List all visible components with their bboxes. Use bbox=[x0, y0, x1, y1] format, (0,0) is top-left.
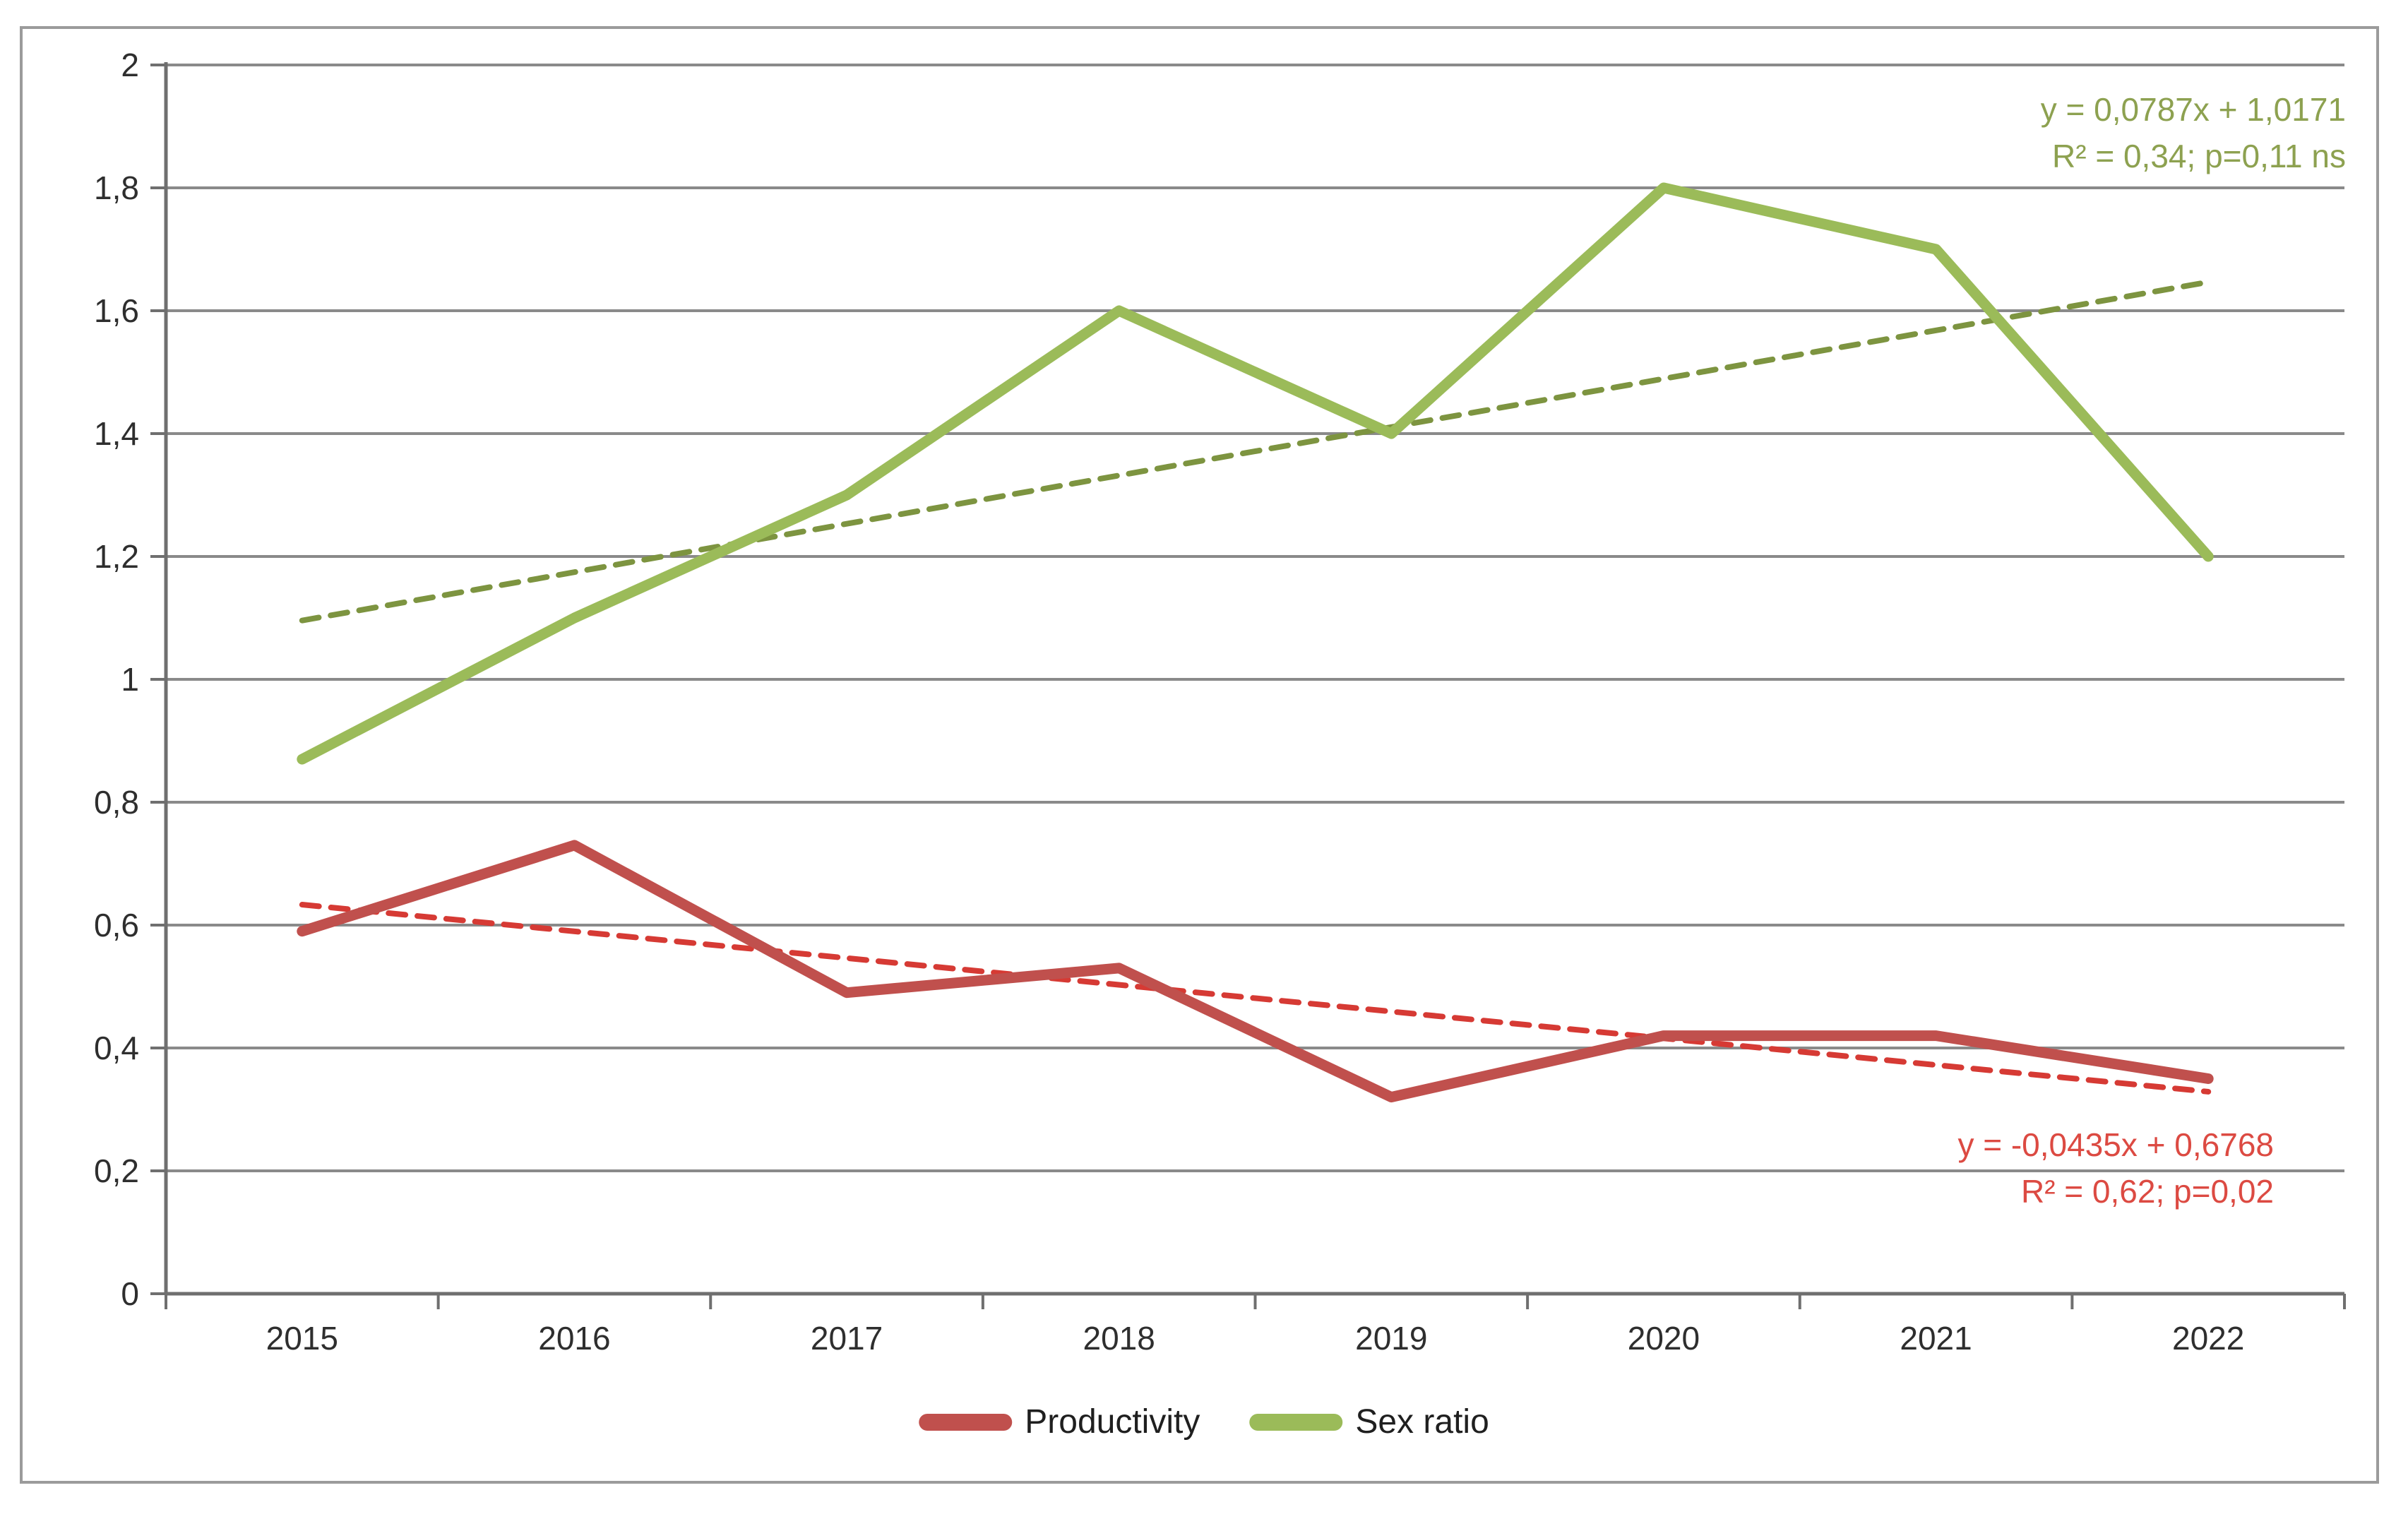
x-tick-label: 2020 bbox=[1627, 1320, 1700, 1357]
productivity-trend-annotation: y = -0,0435x + 0,6768 R² = 0,62; p=0,02 bbox=[1957, 1121, 2274, 1215]
legend-label-productivity: Productivity bbox=[1025, 1403, 1200, 1441]
sex-ratio-line-swatch bbox=[1249, 1414, 1343, 1431]
productivity-line-swatch bbox=[919, 1414, 1013, 1431]
y-tick-label: 1,2 bbox=[94, 538, 139, 575]
legend-label-sex-ratio: Sex ratio bbox=[1355, 1403, 1489, 1441]
y-tick-label: 1,8 bbox=[94, 169, 139, 206]
x-tick-label: 2017 bbox=[810, 1320, 883, 1357]
y-tick-label: 1,6 bbox=[94, 292, 139, 329]
y-tick-label: 0,6 bbox=[94, 907, 139, 943]
x-tick-label: 2016 bbox=[538, 1320, 611, 1357]
legend-item-productivity[interactable]: Productivity bbox=[919, 1404, 1200, 1441]
productivity-series-line bbox=[297, 840, 2214, 1103]
y-tick-label: 0,2 bbox=[94, 1152, 139, 1189]
productivity-trend-equation: y = -0,0435x + 0,6768 bbox=[1957, 1126, 2274, 1163]
x-tick-label: 2021 bbox=[1900, 1320, 1972, 1357]
productivity-trend-r2: R² = 0,62; p=0,02 bbox=[2020, 1173, 2274, 1210]
y-tick-label: 1 bbox=[121, 661, 139, 698]
figure-border bbox=[20, 26, 2379, 1484]
sex-ratio-series-line bbox=[297, 182, 2214, 765]
legend: Productivity Sex ratio bbox=[919, 1404, 1489, 1441]
y-tick-label: 0 bbox=[121, 1275, 139, 1312]
x-tick-label: 2022 bbox=[2172, 1320, 2245, 1357]
sex-ratio-trendline bbox=[299, 279, 2212, 624]
legend-item-sex-ratio[interactable]: Sex ratio bbox=[1249, 1404, 1489, 1441]
y-tick-label: 2 bbox=[121, 47, 139, 83]
x-tick-label: 2015 bbox=[266, 1320, 338, 1357]
sex-ratio-trend-r2: R² = 0,34; p=0,11 ns bbox=[2052, 138, 2346, 174]
y-tick-label: 1,4 bbox=[94, 415, 139, 452]
y-tick-label: 0,4 bbox=[94, 1030, 139, 1066]
y-tick-label: 0,8 bbox=[94, 784, 139, 821]
x-tick-label: 2018 bbox=[1083, 1320, 1155, 1357]
sex-ratio-trend-annotation: y = 0,0787x + 1,0171 R² = 0,34; p=0,11 n… bbox=[2041, 86, 2346, 179]
productivity-trendline bbox=[299, 902, 2212, 1095]
sex-ratio-trend-equation: y = 0,0787x + 1,0171 bbox=[2040, 91, 2346, 128]
x-tick-label: 2019 bbox=[1355, 1320, 1428, 1357]
